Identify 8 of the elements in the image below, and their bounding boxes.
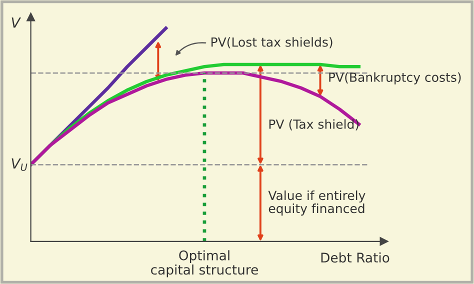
x-axis-title: Debt Ratio [321, 252, 390, 263]
text: Optimal capital structure [151, 250, 258, 278]
annotation: PV (Tax shield) [269, 119, 359, 130]
annotation: Value if entirely equity financed [268, 190, 366, 216]
ref-line-label: V$_{U}$ [12, 158, 28, 171]
annotation: PV(Bankruptcy costs) [329, 72, 461, 84]
y-axis-title: V [12, 17, 22, 28]
annotation: PV(Lost tax shields) [211, 37, 332, 48]
